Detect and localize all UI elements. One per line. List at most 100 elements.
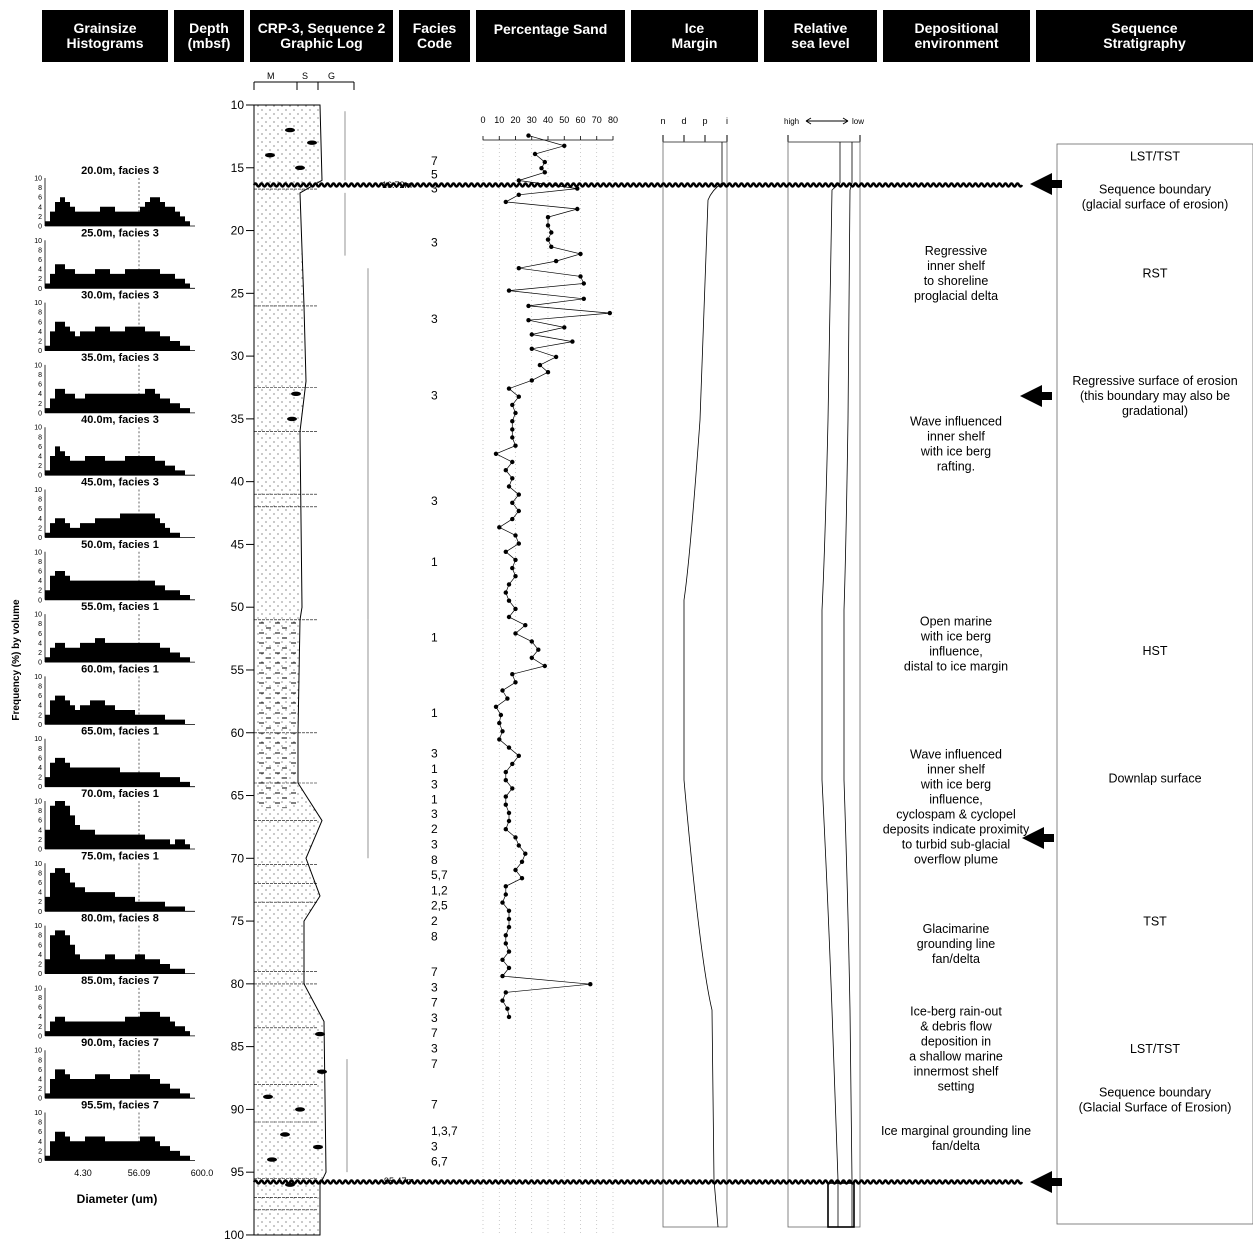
histogram-y-tick: 0 — [38, 1033, 42, 1040]
histogram-y-tick: 8 — [38, 808, 42, 815]
sand-point — [506, 288, 512, 293]
sand-point — [493, 451, 499, 456]
sand-point — [510, 419, 515, 424]
histogram-y-tick: 4 — [38, 329, 42, 336]
histogram-y-tick: 4 — [38, 640, 42, 647]
histogram-y-tick: 6 — [38, 1067, 42, 1074]
facies-code: 3 — [431, 494, 438, 508]
sand-point — [506, 745, 512, 750]
histogram-15: 90.0m, facies 7 0 2 4 6 8 10 — [34, 1037, 195, 1103]
depth-tick-label: 15 — [231, 161, 245, 175]
histogram-8: 55.0m, facies 1 0 2 4 6 8 10 — [34, 601, 195, 667]
sand-point — [503, 827, 508, 832]
stratigraphy-label: LST/TST — [1130, 1042, 1180, 1056]
histogram-y-tick: 10 — [34, 861, 42, 868]
histogram-bars — [45, 1011, 195, 1036]
sand-point — [500, 688, 505, 693]
histogram-y-tick: 6 — [38, 195, 42, 202]
sand-point — [506, 949, 512, 954]
histogram-bars — [45, 388, 195, 413]
facies-code: 3 — [431, 236, 438, 250]
ice-margin-frame — [662, 141, 728, 1228]
sand-point — [516, 394, 521, 399]
histogram-y-tick: 0 — [38, 722, 42, 729]
sand-point — [516, 843, 521, 848]
sand-point — [493, 704, 499, 709]
histogram-y-tick: 0 — [38, 410, 42, 417]
sand-point — [503, 468, 508, 473]
gravel-clast — [317, 1069, 327, 1074]
histogram-y-tick: 2 — [38, 276, 42, 283]
histogram-bars — [45, 1131, 195, 1161]
sand-x-tick-label: 30 — [527, 115, 537, 125]
histogram-y-tick: 0 — [38, 286, 42, 293]
environment-label: Ice marginal grounding line fan/delta — [881, 1124, 1031, 1153]
sand-point — [513, 631, 518, 636]
sand-point — [545, 215, 551, 220]
sand-point — [510, 427, 515, 432]
histogram-y-tick: 0 — [38, 660, 42, 667]
facies-code: 3 — [431, 182, 438, 196]
depth-tick-label: 75 — [231, 914, 245, 928]
sand-point — [562, 143, 567, 148]
facies-code: 1 — [431, 762, 438, 776]
sand-point — [513, 835, 518, 840]
sand-point — [505, 1006, 510, 1011]
histogram-bars — [45, 264, 195, 289]
environment-label: Ice-berg rain-out & debris flow deposition… — [909, 1004, 1003, 1093]
histogram-y-tick: 2 — [38, 775, 42, 782]
facies-code: 7 — [431, 965, 438, 979]
facies-code: 3 — [431, 838, 438, 852]
sand-point — [581, 296, 586, 301]
histogram-y-tick: 8 — [38, 1057, 42, 1064]
histogram-y-tick: 8 — [38, 995, 42, 1002]
grainsize-x-tick-1: 4.30 — [74, 1168, 92, 1178]
header-sequence-stratigraphy: Sequence Stratigraphy — [1036, 10, 1253, 62]
histogram-y-tick: 2 — [38, 1086, 42, 1093]
boundary-arrow-icon — [1030, 1171, 1062, 1193]
histogram-y-tick: 6 — [38, 942, 42, 949]
facies-code: 8 — [431, 929, 438, 943]
sand-point — [545, 223, 551, 228]
histogram-y-tick: 2 — [38, 588, 42, 595]
facies-code: 3 — [431, 980, 438, 994]
histogram-y-tick: 0 — [38, 1096, 42, 1103]
facies-code: 7 — [431, 1057, 438, 1071]
percentage-sand-chart: 0 10 20 30 40 50 60 70 80 — [480, 115, 618, 1235]
stratigraphy-label: Regressive surface of erosion (this bound… — [1072, 374, 1237, 418]
sand-point — [503, 884, 508, 889]
sand-point — [500, 998, 505, 1003]
histogram-y-tick: 10 — [34, 487, 42, 494]
graphic-log: M S G — [253, 71, 369, 1236]
stratigraphy-label: HST — [1143, 644, 1168, 658]
sequence-boundaries: 16.72m 95.47m — [252, 180, 1024, 1186]
histogram-y-tick: 2 — [38, 339, 42, 346]
histogram-y-tick: 8 — [38, 1120, 42, 1127]
histogram-label: 55.0m, facies 1 — [81, 601, 159, 613]
sand-point — [516, 192, 521, 197]
histogram-y-tick: 6 — [38, 755, 42, 762]
histogram-y-tick: 10 — [34, 238, 42, 245]
histogram-2: 25.0m, facies 3 0 2 4 6 8 10 — [34, 227, 195, 293]
facies-codes: 7533333111313132385,71,22,528737373771,3… — [431, 154, 458, 1169]
ice-margin-tick-label: i — [726, 116, 728, 126]
facies-code: 3 — [431, 777, 438, 791]
histogram-5: 40.0m, facies 3 0 2 4 6 8 10 — [34, 414, 195, 480]
histogram-y-tick: 0 — [38, 847, 42, 854]
histogram-y-tick: 2 — [38, 1148, 42, 1155]
mud-interval — [255, 619, 297, 809]
ice-margin-tick-label: p — [702, 116, 707, 126]
histogram-y-tick: 4 — [38, 1077, 42, 1084]
histogram-y-tick: 8 — [38, 185, 42, 192]
histogram-y-tick: 8 — [38, 497, 42, 504]
histogram-label: 75.0m, facies 1 — [81, 850, 159, 862]
sand-point — [553, 258, 559, 264]
facies-code: 3 — [431, 1139, 438, 1153]
histogram-label: 25.0m, facies 3 — [81, 227, 159, 239]
histogram-y-tick: 6 — [38, 257, 42, 264]
histogram-3: 30.0m, facies 3 0 2 4 6 8 10 — [34, 290, 195, 355]
histogram-y-tick: 10 — [34, 799, 42, 806]
facies-code: 2 — [431, 822, 438, 836]
